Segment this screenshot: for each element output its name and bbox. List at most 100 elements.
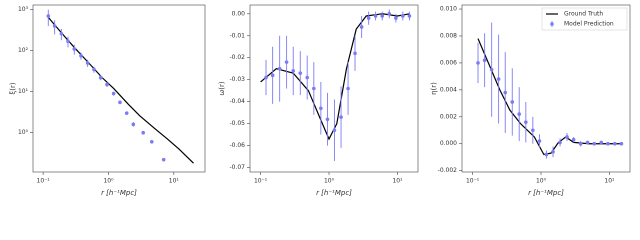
y-tick-label: 10¹ (18, 88, 29, 95)
x-tick-label: 10⁰ (536, 178, 547, 185)
point (578, 141, 583, 146)
point (298, 71, 303, 75)
point (291, 69, 296, 73)
point (613, 141, 617, 146)
point (366, 16, 371, 20)
x-axis-label: r [h⁻¹Mpc] (101, 189, 137, 197)
point (105, 82, 109, 87)
point (407, 14, 412, 18)
point (476, 61, 480, 65)
truth-line (47, 16, 194, 164)
y-axis-label: ξ(r) (9, 82, 17, 95)
point (111, 91, 116, 96)
point (401, 14, 405, 18)
point (387, 11, 392, 16)
point (551, 149, 555, 154)
y-tick-label: 0.002 (440, 113, 457, 120)
y-tick-label: -0.05 (229, 120, 245, 127)
point (482, 58, 487, 63)
legend-swatch (550, 22, 554, 26)
truth-line (260, 13, 410, 141)
truth-line (477, 38, 622, 156)
y-tick-label: 0.008 (440, 32, 457, 39)
y-tick-label: -0.01 (229, 32, 245, 39)
x-tick-label: 10¹ (392, 178, 403, 185)
point (565, 135, 569, 139)
point (606, 141, 610, 146)
y-tick-label: 0.006 (440, 59, 457, 66)
point (503, 90, 508, 95)
point (66, 39, 70, 44)
point (359, 25, 364, 29)
point (52, 24, 57, 28)
point (544, 152, 549, 157)
y-tick-label: 10³ (18, 6, 29, 13)
point (270, 73, 275, 78)
point (496, 77, 501, 81)
point (380, 14, 385, 18)
point (353, 51, 357, 56)
point (394, 16, 398, 20)
y-tick-label: -0.06 (229, 142, 245, 149)
y-tick-label: -0.03 (229, 76, 245, 83)
x-tick-label: 10⁻¹ (254, 178, 268, 185)
point (524, 120, 528, 124)
y-tick-label: 0.010 (440, 6, 457, 13)
point (346, 86, 350, 91)
point (592, 141, 597, 146)
point (149, 139, 154, 144)
y-tick-label: 0.004 (440, 86, 457, 93)
point (85, 61, 90, 65)
x-axis-label: r [h⁻¹Mpc] (528, 189, 564, 197)
legend-label: Model Prediction (564, 21, 614, 28)
axes-frame (249, 4, 419, 173)
y-tick-label: -0.002 (438, 167, 458, 174)
point (325, 117, 330, 122)
point (131, 122, 136, 127)
point (319, 106, 323, 111)
point (599, 140, 604, 145)
point (619, 141, 624, 146)
axes-frame (32, 4, 206, 173)
x-tick-label: 10⁻¹ (37, 178, 51, 185)
y-tick-label: 0.000 (440, 140, 457, 147)
legend-box (541, 7, 628, 31)
x-tick-label: 10⁰ (103, 178, 114, 185)
point (332, 128, 337, 133)
x-tick-label: 10⁰ (324, 178, 335, 185)
point (517, 112, 521, 116)
point (59, 31, 64, 36)
point (558, 140, 562, 145)
y-tick-label: -0.04 (229, 98, 245, 105)
y-axis-label: η(r) (430, 82, 438, 95)
point (141, 130, 146, 135)
y-tick-label: 10² (18, 47, 29, 54)
point (510, 100, 515, 104)
y-tick-label: -0.02 (229, 54, 245, 61)
point (92, 67, 96, 72)
point (79, 54, 83, 58)
point (118, 100, 122, 105)
point (571, 137, 576, 142)
point (161, 157, 166, 162)
legend-label: Ground Truth (564, 11, 603, 18)
point (277, 66, 282, 71)
point (98, 75, 103, 80)
point (339, 115, 343, 119)
point (537, 139, 542, 143)
point (585, 140, 590, 145)
point (284, 60, 289, 64)
point (305, 75, 309, 80)
y-axis-label: ω(r) (218, 81, 226, 95)
x-tick-label: 10¹ (604, 178, 615, 185)
point (531, 128, 535, 133)
point (373, 14, 378, 18)
x-tick-label: 10¹ (169, 178, 180, 185)
point (264, 75, 268, 80)
point (46, 14, 51, 18)
x-axis-label: r [h⁻¹Mpc] (316, 189, 352, 197)
point (124, 111, 129, 115)
axes-frame (461, 4, 631, 173)
figure: 10⁻¹ 10⁰ 10¹ 10⁰ 10¹ 10² 10³ r [h⁻¹Mpc] ξ(r) 10⁻¹… (9, 4, 631, 197)
y-tick-label: -0.07 (229, 164, 245, 171)
